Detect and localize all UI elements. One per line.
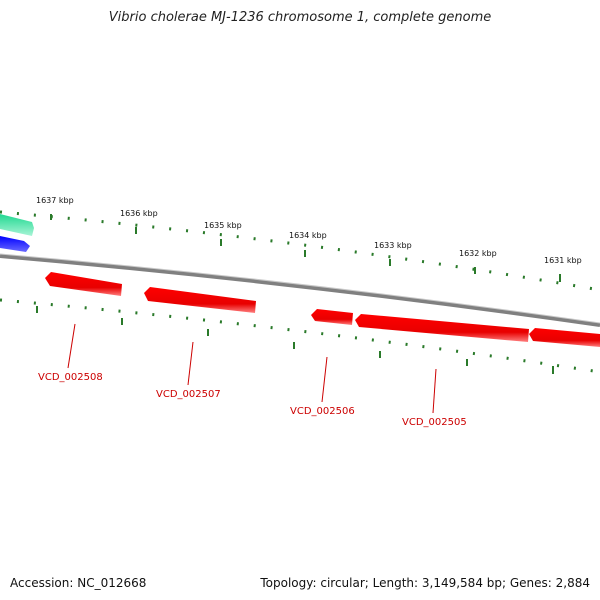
gene-arrow-red [144,287,256,313]
gene-arrow-red [529,328,600,347]
leader-line [67,323,76,369]
tick-label: 1637 kbp [36,196,74,205]
gene-arrow-red [355,314,529,342]
chromosome-backbone-highlight [0,253,600,324]
gene-label: VCD_002507 [156,389,221,400]
leader-line [321,356,328,403]
accession-label: Accession: NC_012668 [10,576,147,590]
gene-arrow-teal [0,214,34,236]
gene-label: VCD_002506 [290,406,355,417]
inner-major-ticks [36,306,554,374]
leader-line [432,368,437,414]
leader-line [187,341,194,386]
gene-label: VCD_002505 [402,417,467,428]
outer-tick-ring-minor [0,210,600,292]
tick-label: 1632 kbp [459,249,497,258]
map-title: Vibrio cholerae MJ-1236 chromosome 1, co… [108,10,492,25]
gene-arrow-blue [0,236,30,252]
tick-label: 1631 kbp [544,256,582,265]
gene-arrow-red [311,309,353,325]
tick-label: 1633 kbp [374,241,412,250]
gene-arrow-red [45,272,122,296]
genome-summary: Topology: circular; Length: 3,149,584 bp… [260,576,590,590]
gene-label: VCD_002508 [38,372,103,383]
outer-major-ticks [50,214,561,282]
tick-label: 1635 kbp [204,221,242,230]
gene-label-leaders [67,323,437,414]
chromosome-backbone [0,254,600,327]
tick-label: 1634 kbp [289,231,327,240]
tick-label: 1636 kbp [120,209,158,218]
